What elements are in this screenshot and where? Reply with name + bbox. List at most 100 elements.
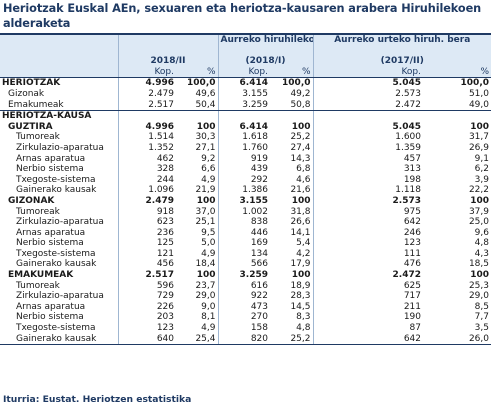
row-label: HERIOTZA-KAUSA — [2, 111, 92, 122]
cell-b: 270 — [217, 312, 270, 324]
cell-c: 717 — [312, 291, 423, 302]
header-kop-2: Kop. — [217, 66, 270, 79]
row-label: Gainerako kausak — [16, 259, 97, 270]
table-row: Txegoste-sistema 121 4,9 134 4,2 111 4,3 — [0, 248, 491, 260]
cell-c: 1.359 — [312, 142, 423, 154]
cell-c: 457 — [312, 153, 423, 165]
cell-b: 3.259 — [217, 270, 270, 281]
header-period-2: (2018/I) — [217, 56, 313, 67]
table-row: Nerbio sistema 203 8,1 270 8,3 190 7,7 — [0, 312, 491, 324]
row-label: Tumoreak — [16, 206, 60, 217]
cell-b: 838 — [217, 217, 270, 228]
data-table-wrapper: Aurreko hiruhilekoa Aurreko urteko hiruh… — [0, 33, 494, 346]
cell-c: 211 — [312, 301, 423, 313]
header-row-periods: 2018/II (2018/I) (2017/II) — [0, 56, 491, 67]
table-row: Gainerako kausak 456 18,4 566 17,9 476 18,5 — [0, 259, 491, 271]
table-row: Txegoste-sistema 123 4,9 158 4,8 87 3,5 — [0, 323, 491, 334]
cell-b: 3.155 — [217, 195, 270, 207]
cell-cp: 8,5 — [474, 301, 489, 312]
row-label: Txegoste-sistema — [16, 323, 96, 334]
cell-ap: 21,9 — [195, 185, 216, 196]
cell-a: 203 — [117, 312, 176, 324]
cell-ap: 29,0 — [195, 291, 216, 302]
header-row-spacer — [0, 45, 491, 57]
cell-bp: 25,2 — [270, 333, 313, 346]
table-title: Heriotzak Euskal AEn, sexuaren eta herio… — [3, 2, 482, 30]
cell-ap: 27,1 — [195, 142, 216, 153]
cell-a: 640 — [117, 333, 176, 346]
header-kop-3: Kop. — [312, 66, 423, 79]
cell-c: 642 — [312, 217, 423, 228]
cell-a: 1.514 — [117, 132, 176, 143]
cell-cp: 9,6 — [474, 227, 489, 238]
cell-cp: 29,0 — [468, 291, 489, 302]
cell-bp: 100 — [291, 195, 311, 206]
cell-b: 134 — [217, 248, 270, 260]
cell-ap: 50,4 — [176, 99, 218, 112]
row-label: Zirkulazio-aparatua — [16, 291, 104, 302]
cell-ap: 49,6 — [195, 88, 216, 99]
cell-ap: 25,1 — [195, 217, 216, 228]
table-row: Zirkulazio-aparatua 1.352 27,1 1.760 27,4 1.3… — [0, 142, 491, 154]
cell-b: 820 — [217, 333, 270, 346]
cell-cp: 22,2 — [468, 185, 489, 196]
cell-cp: 6,2 — [474, 164, 489, 175]
header-pct-2: % — [270, 66, 313, 79]
table-row: Gizonak 2.479 49,6 3.155 49,2 2.573 51,0 — [0, 88, 491, 100]
cell-ap: 100 — [196, 270, 216, 281]
cell-bp: 26,6 — [290, 217, 311, 228]
cell-cp: 4,8 — [474, 238, 489, 249]
cell-ap: 9,5 — [201, 227, 216, 238]
cell-bp: 100 — [291, 270, 311, 281]
cell-bp: 14,5 — [290, 301, 311, 312]
cell-ap — [176, 111, 218, 122]
row-label: Nerbio sistema — [16, 238, 84, 249]
cell-cp: 31,7 — [468, 132, 489, 143]
cell-c: 975 — [312, 206, 423, 218]
cell-b: 439 — [217, 164, 270, 175]
table-row: Gainerako kausak 640 25,4 820 25,2 642 26,0 — [0, 333, 491, 346]
cell-a: 226 — [117, 301, 176, 313]
header-group-3: Aurreko urteko hiruh. bera — [312, 33, 491, 46]
cell-bp: 28,3 — [290, 291, 311, 302]
row-label: Nerbio sistema — [16, 312, 84, 323]
table-row: Zirkulazio-aparatua 729 29,0 922 28,3 717 29,0 — [0, 291, 491, 302]
row-label: Tumoreak — [16, 132, 60, 143]
cell-a — [117, 110, 176, 122]
header-period-1: 2018/II — [117, 56, 218, 67]
table-row: EMAKUMEAK 2.517 100 3.259 100 2.472 100 — [0, 270, 491, 281]
cell-bp: 4,8 — [296, 323, 311, 334]
cell-a: 236 — [117, 227, 176, 239]
cell-ap: 100 — [196, 121, 216, 132]
cell-c: 476 — [312, 259, 423, 271]
cell-bp: 100 — [291, 121, 311, 132]
cell-b: 566 — [217, 259, 270, 271]
cell-cp: 26,0 — [423, 333, 491, 346]
cell-b: 158 — [217, 323, 270, 334]
cell-b: 919 — [217, 153, 270, 165]
source-note: Iturria: Eustat. Heriotzen estatistika — [3, 394, 192, 405]
cell-bp — [270, 111, 313, 122]
cell-ap: 4,9 — [201, 174, 216, 185]
cell-c: 625 — [312, 280, 423, 292]
cell-ap: 30,3 — [195, 132, 216, 143]
cell-c: 87 — [312, 323, 423, 334]
cell-a: 2.517 — [117, 270, 176, 281]
table-row: Emakumeak 2.517 50,4 3.259 50,8 2.472 49,0 — [0, 99, 491, 112]
cell-a: 1.352 — [117, 142, 176, 154]
cell-ap: 100 — [196, 195, 216, 206]
table-body: HERIOTZAK 4.996 100,0 6.414 100,0 5.045 100,0 G… — [0, 77, 491, 346]
cell-cp: 51,0 — [468, 88, 489, 99]
cell-c: 2.472 — [312, 270, 423, 281]
row-label: Txegoste-sistema — [16, 248, 96, 259]
cell-bp: 14,3 — [290, 153, 311, 164]
row-label: Zirkulazio-aparatua — [16, 142, 104, 153]
cell-ap: 18,4 — [195, 259, 216, 270]
cell-cp: 100,0 — [460, 78, 489, 89]
cell-cp: 100 — [470, 270, 489, 281]
cell-ap: 23,7 — [195, 280, 216, 291]
table-row: Nerbio sistema 328 6,6 439 6,8 313 6,2 — [0, 164, 491, 175]
cell-b: 169 — [217, 238, 270, 249]
table-row: HERIOTZA-KAUSA — [0, 110, 491, 122]
cell-b: 616 — [217, 280, 270, 292]
